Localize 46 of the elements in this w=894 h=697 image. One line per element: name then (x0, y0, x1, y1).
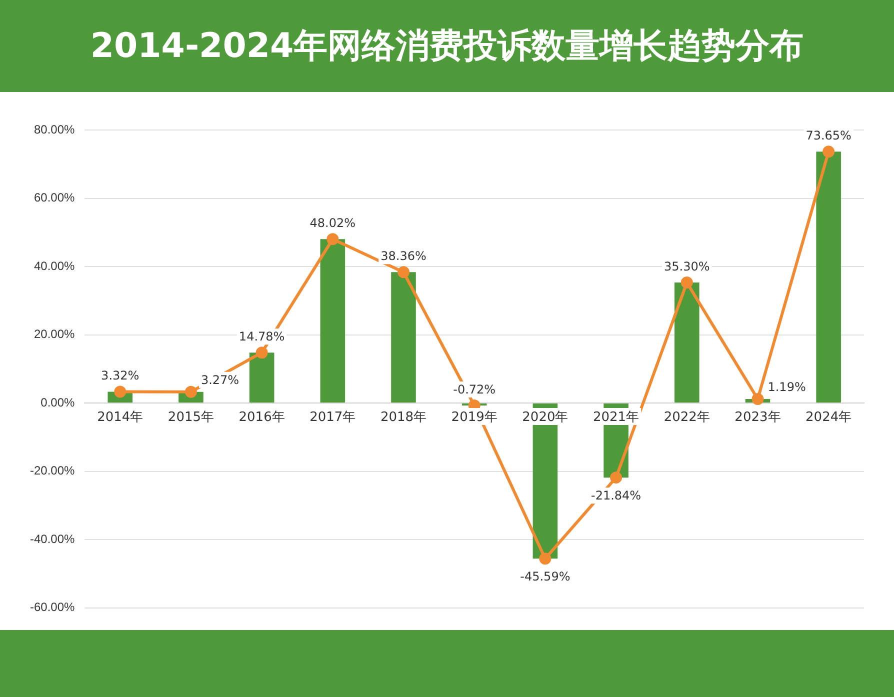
point (610, 472, 622, 484)
x-tick-label: 2023年 (734, 410, 781, 426)
x-tick-label: 2016年 (238, 410, 285, 426)
y-tick-label: -40.00% (30, 532, 76, 546)
point (752, 392, 764, 405)
point (398, 266, 410, 278)
bar (391, 272, 416, 403)
data-label: -21.84% (590, 488, 642, 503)
bar (674, 282, 700, 403)
x-tick-label: 2019年 (451, 410, 498, 426)
data-label: 1.19% (768, 380, 806, 394)
x-tick-label: 2018年 (380, 410, 427, 426)
data-label: 38.36% (380, 249, 426, 264)
bar (249, 352, 274, 403)
y-tick-label: 60.00% (34, 190, 76, 205)
data-label: 73.65% (806, 128, 852, 143)
point (326, 233, 339, 246)
x-tick-label: 2022年 (664, 410, 710, 426)
data-label: 48.02% (310, 216, 356, 230)
data-label: 35.30% (664, 260, 710, 274)
data-label: -45.59% (520, 570, 570, 584)
point (256, 346, 268, 359)
point (114, 386, 126, 398)
point (184, 386, 197, 398)
y-tick-label: 80.00% (34, 122, 76, 136)
data-label: -0.72% (453, 382, 496, 396)
x-tick-label: 2020年 (522, 410, 568, 426)
y-tick-label: -20.00% (30, 464, 76, 478)
y-tick-label: 0.00% (40, 395, 76, 410)
x-tick-label: 2021年 (592, 410, 640, 426)
chart-title: 2014-2024年网络消费投诉数量增长趋势分布 (0, 0, 894, 92)
data-label: 14.78% (238, 330, 285, 344)
x-tick-label: 2017年 (310, 410, 356, 426)
x-tick-label: 2014年 (97, 410, 144, 426)
y-tick-label: -60.00% (30, 600, 76, 614)
y-tick-label: 40.00% (34, 258, 76, 273)
y-tick-label: 20.00% (34, 327, 76, 342)
x-tick-label: 2024年 (806, 410, 852, 426)
point (822, 146, 835, 158)
x-tick-label: 2015年 (168, 410, 214, 426)
data-label: 3.32% (101, 368, 140, 383)
point (539, 552, 552, 565)
bar (320, 239, 346, 403)
bar (816, 152, 841, 403)
point (680, 276, 693, 289)
data-label: 3.27% (200, 372, 240, 387)
